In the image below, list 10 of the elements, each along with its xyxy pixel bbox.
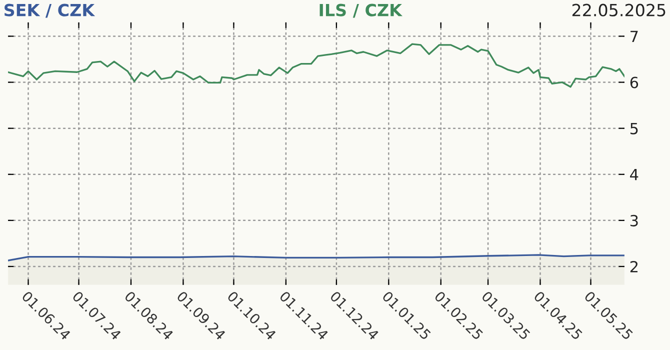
y-tick-label: 4 bbox=[630, 169, 638, 180]
series-label: ILS / CZK bbox=[320, 4, 403, 18]
y-tick-label: 2 bbox=[630, 260, 638, 272]
y-tick-label: 7 bbox=[630, 30, 638, 42]
y-tick-label: 5 bbox=[630, 122, 638, 134]
text: SEK / CZK bbox=[4, 4, 96, 18]
y-tick-label: 3 bbox=[630, 214, 638, 226]
line-series bbox=[8, 43, 624, 88]
text: 22.05.2025 bbox=[572, 4, 666, 16]
y-tick-label: 6 bbox=[630, 76, 638, 88]
